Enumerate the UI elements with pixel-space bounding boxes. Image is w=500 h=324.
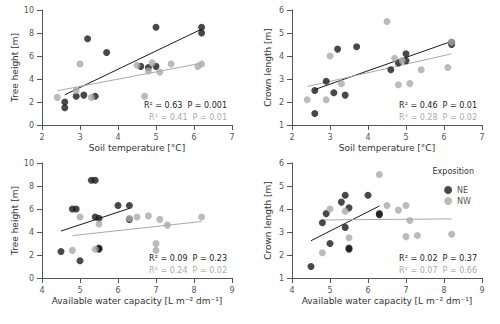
svg-text:5: 5 bbox=[153, 133, 158, 142]
svg-text:NW: NW bbox=[457, 197, 471, 206]
svg-text:6: 6 bbox=[279, 6, 284, 15]
svg-text:Tree height [m]: Tree height [m] bbox=[10, 33, 20, 103]
svg-text:R² = 0.07 P = 0.66: R² = 0.07 P = 0.66 bbox=[399, 266, 477, 275]
svg-text:8: 8 bbox=[29, 29, 34, 38]
svg-text:2: 2 bbox=[289, 133, 294, 142]
svg-text:5: 5 bbox=[403, 133, 408, 142]
svg-text:2: 2 bbox=[29, 98, 34, 107]
svg-text:Soil temperature [°C]: Soil temperature [°C] bbox=[89, 143, 185, 153]
svg-text:9: 9 bbox=[479, 286, 484, 295]
svg-text:2: 2 bbox=[39, 133, 44, 142]
svg-text:2: 2 bbox=[279, 251, 284, 260]
svg-text:0: 0 bbox=[29, 121, 34, 130]
svg-text:7: 7 bbox=[479, 133, 484, 142]
svg-text:NE: NE bbox=[457, 186, 468, 195]
svg-text:R² = 0.63 P = 0.001: R² = 0.63 P = 0.001 bbox=[144, 101, 227, 110]
svg-text:6: 6 bbox=[29, 52, 34, 61]
svg-text:6: 6 bbox=[115, 286, 120, 295]
svg-text:3: 3 bbox=[327, 133, 332, 142]
svg-text:0: 0 bbox=[29, 274, 34, 283]
svg-text:R² = 0.28 P = 0.02: R² = 0.28 P = 0.02 bbox=[399, 113, 477, 122]
svg-text:5: 5 bbox=[77, 286, 82, 295]
svg-text:7: 7 bbox=[403, 286, 408, 295]
svg-text:7: 7 bbox=[229, 133, 234, 142]
svg-text:1: 1 bbox=[279, 274, 284, 283]
svg-text:10: 10 bbox=[24, 159, 34, 168]
svg-text:4: 4 bbox=[39, 286, 44, 295]
svg-text:3: 3 bbox=[77, 133, 82, 142]
svg-text:Crown length [m]: Crown length [m] bbox=[263, 28, 273, 107]
svg-text:Exposition: Exposition bbox=[433, 167, 474, 176]
svg-text:5: 5 bbox=[327, 286, 332, 295]
svg-text:R² = 0.09 P = 0.23: R² = 0.09 P = 0.23 bbox=[149, 254, 227, 263]
svg-text:4: 4 bbox=[29, 75, 34, 84]
svg-text:R² = 0.02 P = 0.37: R² = 0.02 P = 0.37 bbox=[399, 254, 477, 263]
svg-text:Tree height [m]: Tree height [m] bbox=[10, 186, 20, 256]
svg-text:3: 3 bbox=[279, 228, 284, 237]
svg-text:7: 7 bbox=[153, 286, 158, 295]
svg-text:R² = 0.24 P = 0.02: R² = 0.24 P = 0.02 bbox=[149, 266, 227, 275]
svg-text:8: 8 bbox=[191, 286, 196, 295]
svg-text:1: 1 bbox=[279, 121, 284, 130]
svg-text:4: 4 bbox=[279, 52, 284, 61]
svg-text:4: 4 bbox=[115, 133, 120, 142]
svg-text:4: 4 bbox=[29, 228, 34, 237]
svg-text:2: 2 bbox=[29, 251, 34, 260]
svg-text:8: 8 bbox=[441, 286, 446, 295]
svg-text:2: 2 bbox=[279, 98, 284, 107]
svg-text:Available water capacity [L m⁻: Available water capacity [L m⁻² dm⁻¹] bbox=[302, 296, 473, 306]
svg-text:6: 6 bbox=[279, 159, 284, 168]
svg-text:3: 3 bbox=[279, 75, 284, 84]
svg-text:Available water capacity [L m⁻: Available water capacity [L m⁻² dm⁻¹] bbox=[52, 296, 223, 306]
svg-text:4: 4 bbox=[289, 286, 294, 295]
svg-text:Soil temperature [°C]: Soil temperature [°C] bbox=[339, 143, 435, 153]
svg-text:Crown length [m]: Crown length [m] bbox=[263, 181, 273, 260]
svg-text:4: 4 bbox=[365, 133, 370, 142]
svg-text:6: 6 bbox=[29, 205, 34, 214]
svg-text:5: 5 bbox=[279, 29, 284, 38]
svg-text:4: 4 bbox=[279, 205, 284, 214]
svg-text:10: 10 bbox=[24, 6, 34, 15]
svg-text:6: 6 bbox=[191, 133, 196, 142]
svg-text:6: 6 bbox=[365, 286, 370, 295]
svg-text:6: 6 bbox=[441, 133, 446, 142]
svg-text:R² = 0.46 P = 0.01: R² = 0.46 P = 0.01 bbox=[399, 101, 477, 110]
svg-text:9: 9 bbox=[229, 286, 234, 295]
svg-text:8: 8 bbox=[29, 182, 34, 191]
svg-text:5: 5 bbox=[279, 182, 284, 191]
svg-text:R² = 0.41 P = 0.01: R² = 0.41 P = 0.01 bbox=[149, 113, 227, 122]
